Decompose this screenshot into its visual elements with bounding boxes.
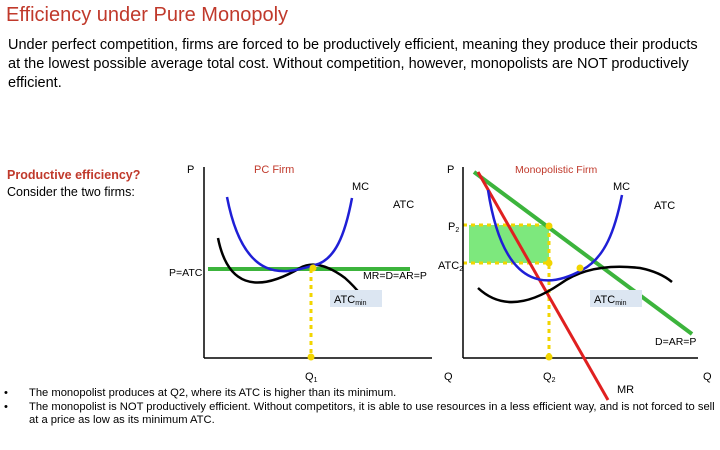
summary-bullets: • The monopolist produces at Q2, where it…	[4, 387, 716, 428]
mono-demand-line	[472, 170, 694, 336]
mono-p2-label: P2	[448, 221, 459, 234]
pc-q1-label: Q1	[305, 371, 318, 384]
mono-mc-curve	[486, 189, 624, 282]
monopolistic-firm-graph: P Monopolistic Firm MC ATC P2 ATC2 ATCmi…	[438, 164, 712, 401]
mono-mr-label: MR	[617, 384, 634, 396]
mono-mc-label: MC	[613, 181, 630, 193]
bullet-marker: •	[4, 387, 8, 399]
mono-atcmin-dot	[576, 264, 584, 272]
page-title: Efficiency under Pure Monopoly	[6, 4, 289, 26]
pc-mc-curve	[225, 196, 354, 273]
mono-atcmin-label: ATCmin	[594, 294, 627, 307]
mono-x-axis-label: Q	[703, 371, 712, 383]
mono-atc-label: ATC	[654, 200, 675, 212]
mono-atcmin-box	[590, 290, 642, 307]
question-label: Productive efficiency?	[7, 168, 141, 182]
pc-atc-label: ATC	[393, 199, 414, 211]
pc-atc-curve	[216, 237, 363, 297]
pc-atcmin-dot	[309, 264, 317, 272]
mono-mr-line	[476, 171, 610, 401]
pc-firm-graph: P PC Firm MC ATC P=ATC MR=D=AR=P ATCmin …	[169, 164, 453, 384]
bullet-marker: •	[4, 400, 8, 413]
pc-demand-label: MR=D=AR=P	[363, 270, 427, 282]
mono-demand-label: D=AR=P	[655, 336, 696, 348]
bullet-text: The monopolist produces at Q2, where its…	[29, 387, 397, 399]
bullet-item: • The monopolist is NOT productively effi…	[4, 401, 716, 428]
consider-label: Consider the two firms:	[7, 185, 135, 199]
side-question: Productive efficiency? Consider the two …	[7, 167, 140, 201]
mono-atc2-label: ATC2	[438, 260, 463, 273]
bullet-item: • The monopolist produces at Q2, where it…	[4, 387, 716, 401]
mono-atc2-dot	[545, 259, 553, 267]
pc-mc-label: MC	[352, 181, 369, 193]
pc-y-axis-label: P	[187, 164, 194, 176]
intro-paragraph: Under perfect competition, firms are for…	[8, 37, 698, 91]
pc-graph-title: PC Firm	[254, 164, 294, 176]
mono-y-axis-label: P	[447, 164, 454, 176]
pc-atcmin-box	[330, 290, 382, 307]
mono-q2-dot	[545, 353, 553, 361]
pc-q1-dot	[307, 353, 315, 361]
bullet-text: The monopolist is NOT productively effic…	[29, 400, 715, 427]
mono-atc-curve	[477, 265, 673, 304]
mono-p2-dot	[545, 222, 553, 230]
mono-q2-label: Q2	[543, 371, 556, 384]
pc-x-axis-label: Q	[444, 371, 453, 383]
pc-atcmin-label: ATCmin	[334, 294, 367, 307]
pc-price-label: P=ATC	[169, 267, 203, 279]
mono-graph-title: Monopolistic Firm	[515, 164, 598, 176]
